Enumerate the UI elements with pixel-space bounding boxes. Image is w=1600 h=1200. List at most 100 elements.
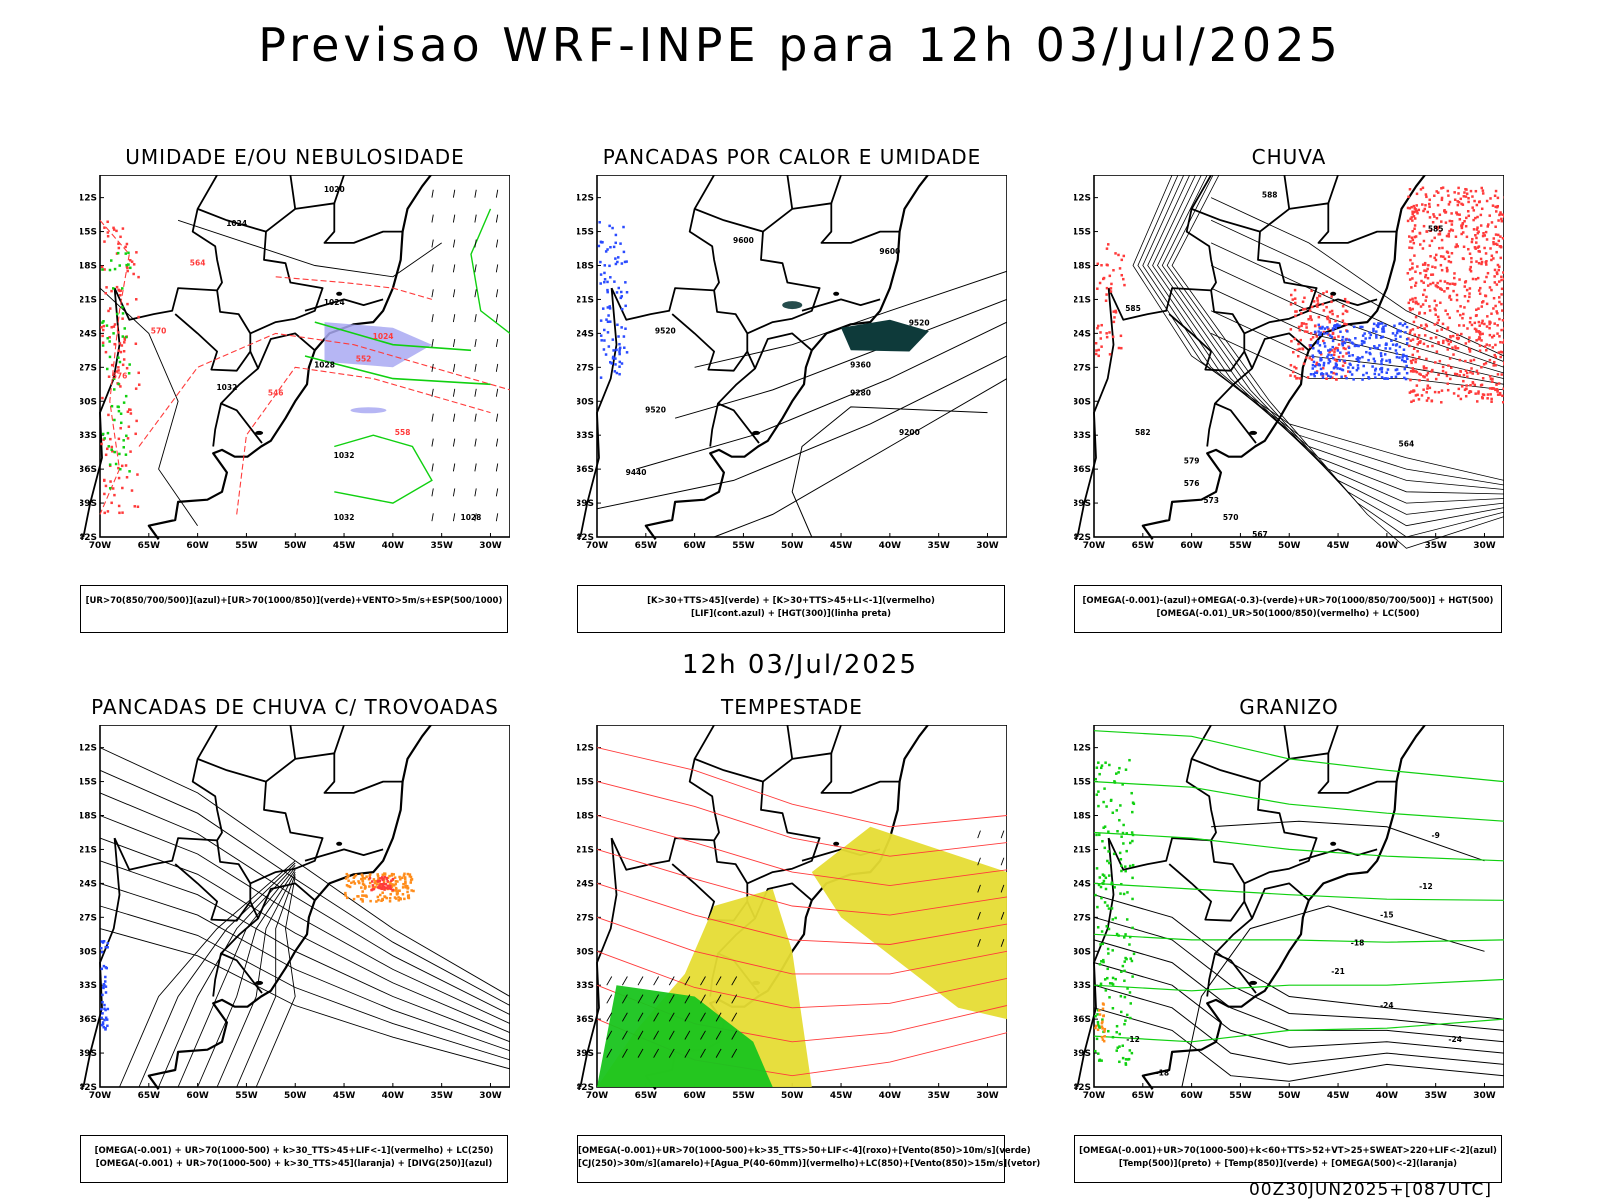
speckle xyxy=(1309,338,1313,341)
speckle xyxy=(1330,371,1333,374)
lake-furnas xyxy=(833,841,840,846)
speckle xyxy=(1341,343,1345,347)
speckle xyxy=(115,370,119,373)
speckle xyxy=(1477,261,1481,265)
speckle xyxy=(1430,370,1433,373)
speckle xyxy=(1486,397,1489,400)
speckle xyxy=(1395,331,1399,335)
speckle xyxy=(401,886,405,889)
wind-arrow xyxy=(495,413,499,422)
speckle xyxy=(1345,300,1349,304)
speckle xyxy=(1118,1045,1121,1048)
lon-tick-label: 70W xyxy=(89,541,112,551)
speckle xyxy=(1469,359,1473,363)
speckle xyxy=(1345,352,1348,355)
speckle xyxy=(1385,371,1388,374)
streamline-250 xyxy=(255,876,296,1088)
lon-tick-label: 35W xyxy=(430,1091,453,1101)
speckle xyxy=(124,464,128,467)
speckle xyxy=(611,355,615,359)
speckle xyxy=(385,886,388,890)
speckle xyxy=(1462,312,1465,316)
panel-title: GRANIZO xyxy=(1239,695,1339,719)
state-border xyxy=(717,351,760,444)
speckle xyxy=(1478,286,1482,290)
speckle xyxy=(1459,397,1463,401)
speckle xyxy=(1332,353,1336,356)
speckle xyxy=(1477,320,1481,324)
speckle xyxy=(1328,310,1332,314)
speckle xyxy=(1494,355,1498,359)
lon-tick-label: 65W xyxy=(635,1091,658,1101)
speckle xyxy=(1303,330,1307,333)
speckle xyxy=(1502,277,1504,281)
speckle xyxy=(376,886,380,889)
speckle xyxy=(1130,959,1134,963)
speckle xyxy=(1105,332,1108,335)
state-border xyxy=(197,208,267,233)
speckle xyxy=(109,480,112,483)
speckle xyxy=(128,470,131,473)
speckle xyxy=(383,885,386,889)
speckle xyxy=(1446,189,1450,193)
speckle xyxy=(121,363,125,367)
speckle xyxy=(1115,1024,1119,1028)
streamline-250 xyxy=(158,864,296,1088)
speckle xyxy=(1116,829,1119,833)
speckle xyxy=(1317,315,1321,319)
speckle xyxy=(1289,374,1292,377)
speckle xyxy=(1493,275,1496,278)
speckle xyxy=(1409,329,1412,332)
speckle xyxy=(114,462,118,466)
speckle xyxy=(1450,212,1453,215)
speckle xyxy=(1447,364,1450,367)
speckle xyxy=(1425,295,1428,299)
speckle xyxy=(1406,206,1410,210)
speckle xyxy=(1107,243,1110,246)
speckle xyxy=(1123,936,1126,939)
speckle xyxy=(1095,793,1099,796)
speckle xyxy=(1347,370,1350,373)
speckle xyxy=(1346,330,1349,333)
wind-arrow xyxy=(684,1030,691,1040)
panel-title: PANCADAS DE CHUVA C/ TROVOADAS xyxy=(91,695,499,719)
wind-arrow xyxy=(731,1012,738,1022)
speckle xyxy=(1461,221,1465,225)
speckle xyxy=(1103,846,1107,850)
wind-arrow xyxy=(431,314,434,323)
speckle xyxy=(115,312,119,316)
speckle xyxy=(1322,309,1326,312)
speckle xyxy=(1422,375,1425,378)
speckle xyxy=(368,885,371,888)
speckle xyxy=(1435,225,1438,229)
speckle xyxy=(1382,330,1386,333)
speckle xyxy=(1095,1037,1099,1041)
contour-label: 9600 xyxy=(733,236,754,245)
speckle xyxy=(386,879,389,883)
speckle xyxy=(1469,269,1473,273)
speckle xyxy=(1367,375,1370,379)
speckle xyxy=(1305,356,1308,359)
lon-tick-label: 60W xyxy=(683,1091,706,1101)
speckle xyxy=(1123,1022,1126,1026)
speckle xyxy=(1457,394,1460,398)
speckle xyxy=(1102,800,1105,804)
speckle xyxy=(410,889,413,892)
thickness-contour xyxy=(138,332,510,447)
speckle xyxy=(1352,378,1355,381)
speckle xyxy=(1375,336,1378,339)
speckle xyxy=(1105,805,1108,808)
lon-tick-label: 60W xyxy=(1180,541,1203,551)
speckle xyxy=(1426,378,1429,381)
speckle xyxy=(1316,299,1319,302)
speckle xyxy=(1359,325,1362,329)
speckle xyxy=(1492,296,1496,300)
speckle xyxy=(116,405,120,408)
speckle xyxy=(1102,1014,1106,1017)
speckle xyxy=(1409,369,1413,373)
speckle xyxy=(1421,303,1425,306)
speckle xyxy=(1411,307,1414,311)
speckle xyxy=(1479,257,1483,261)
wind-arrow xyxy=(431,338,434,348)
